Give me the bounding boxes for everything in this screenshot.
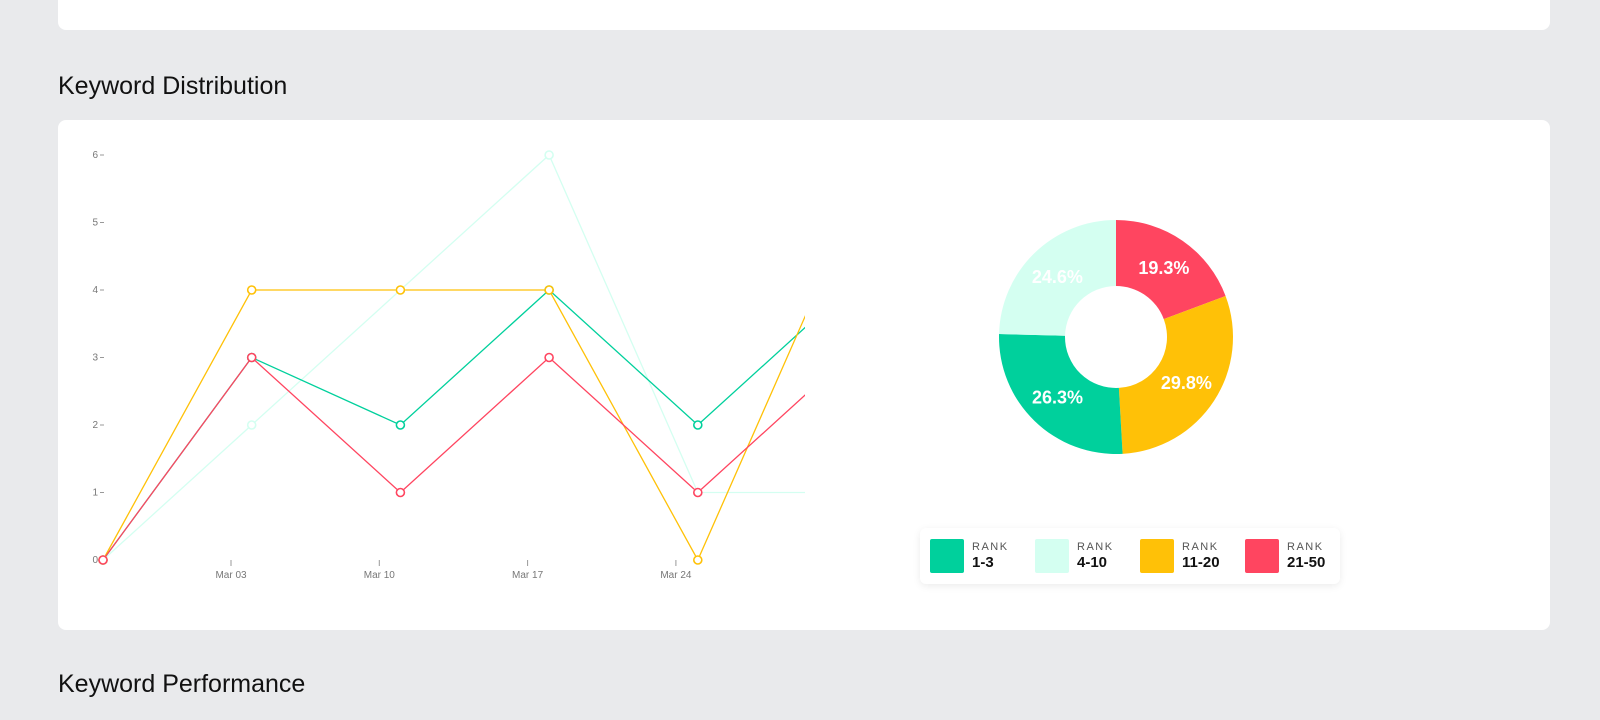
series-point[interactable] (395, 285, 406, 295)
y-tick-label: 5 (92, 218, 98, 229)
y-tick-label: 3 (92, 353, 98, 364)
donut-slice[interactable] (1116, 220, 1226, 320)
line-chart: 0 1 2 3 4 5 6 Mar 03 Mar 10 Mar 17 Mar 24 (92, 150, 805, 581)
x-tick-label: Mar 24 (660, 570, 692, 581)
series-point[interactable] (692, 487, 703, 498)
legend-kicker: RANK (1077, 541, 1114, 553)
section-title-keyword-performance: Keyword Performance (58, 670, 306, 698)
series-line (102, 153, 805, 561)
legend-item[interactable]: RANK 11-20 (1140, 539, 1235, 573)
series-point[interactable] (544, 285, 554, 295)
donut-slice[interactable] (999, 334, 1123, 454)
legend-kicker: RANK (1287, 541, 1324, 553)
donut-chart: 19.3% 29.8% 26.3% 24.6% (999, 220, 1233, 454)
y-tick-label: 2 (92, 420, 98, 431)
series-point[interactable] (395, 420, 406, 430)
donut-slice-label: 26.3% (1032, 387, 1083, 407)
y-tick-label: 4 (92, 285, 98, 296)
y-tick-label: 0 (92, 555, 98, 566)
section-title-keyword-distribution: Keyword Distribution (58, 72, 288, 100)
series-point[interactable] (692, 420, 703, 430)
legend-item[interactable]: RANK 4-10 (1035, 539, 1130, 573)
legend-swatch (930, 539, 964, 573)
series-line (102, 289, 805, 562)
legend-label: 4-10 (1077, 554, 1108, 571)
series-line (102, 356, 805, 561)
series-point[interactable] (246, 285, 257, 295)
legend-kicker: RANK (1182, 541, 1219, 553)
series-point[interactable] (246, 352, 257, 363)
legend-swatch (1035, 539, 1069, 573)
series-point[interactable] (395, 487, 406, 498)
series-point[interactable] (692, 555, 703, 565)
rank-legend: RANK 1-3 RANK 4-10 RANK 11-20 RANK 21-50 (920, 528, 1340, 584)
series-point[interactable] (246, 420, 257, 430)
series-point[interactable] (544, 150, 554, 160)
legend-kicker: RANK (972, 541, 1009, 553)
donut-slice[interactable] (1118, 295, 1233, 454)
y-tick-label: 6 (92, 150, 98, 161)
x-tick-label: Mar 10 (364, 570, 396, 581)
donut-slice-label: 19.3% (1138, 258, 1189, 278)
legend-label: 21-50 (1287, 554, 1326, 571)
donut-slice-label: 29.8% (1161, 373, 1212, 393)
x-tick-label: Mar 17 (512, 570, 544, 581)
series-point[interactable] (98, 555, 108, 565)
previous-section-card (58, 0, 1550, 30)
series-point[interactable] (544, 352, 554, 363)
legend-item[interactable]: RANK 21-50 (1245, 539, 1340, 573)
legend-swatch (1140, 539, 1174, 573)
donut-slice-label: 24.6% (1032, 267, 1083, 287)
legend-label: 11-20 (1182, 554, 1220, 571)
legend-swatch (1245, 539, 1279, 573)
keyword-distribution-card: 0 1 2 3 4 5 6 Mar 03 Mar 10 Mar 17 Mar 24 19.3% 29.… (58, 120, 1550, 630)
legend-label: 1-3 (972, 554, 994, 571)
x-tick-label: Mar 03 (215, 570, 247, 581)
donut-slice[interactable] (999, 220, 1116, 336)
y-tick-label: 1 (92, 488, 98, 499)
legend-item[interactable]: RANK 1-3 (930, 539, 1025, 573)
